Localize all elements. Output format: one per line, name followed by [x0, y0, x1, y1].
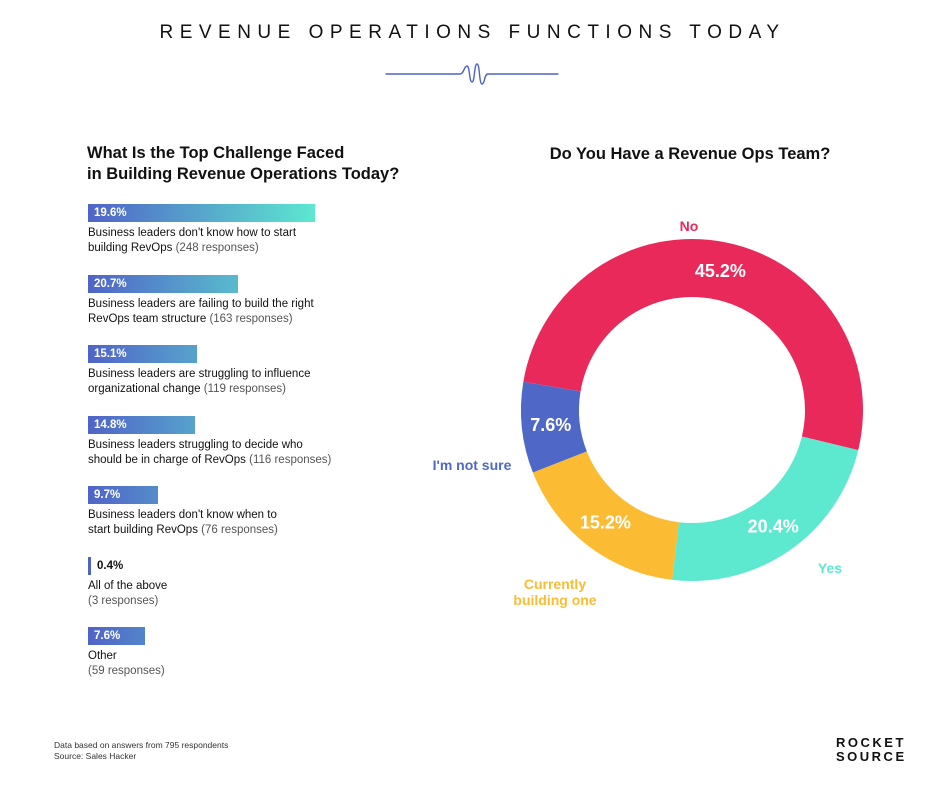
donut-slice-name: I'm not sure [433, 457, 512, 473]
bar-value-label: 20.7% [94, 277, 127, 290]
bar-chart-title-line: in Building Revenue Operations Today? [87, 165, 400, 183]
bar-responses: (76 responses) [201, 524, 278, 536]
bar-description-text: Other [88, 650, 117, 662]
bar-description-text: Business leaders are struggling to influ… [88, 368, 311, 380]
donut-slice-name: Yes [818, 560, 842, 576]
bar: 9.7% [88, 486, 158, 504]
rocket-source-logo: ROCKET SOURCE [836, 736, 907, 764]
bar-description-text: should be in charge of RevOps [88, 453, 246, 466]
donut-slice-value-label: 20.4% [748, 517, 799, 537]
bar-description: Business leaders don't know when to start… [88, 508, 348, 538]
bar-description-text: Business leaders don't know when to [88, 509, 277, 521]
bar-description: Other (59 responses) [88, 649, 348, 679]
bar-item: 0.4% All of the above (3 responses) [88, 556, 488, 609]
footnote-source: Source: Sales Hacker [54, 751, 137, 761]
bar-responses: (59 responses) [88, 665, 165, 677]
page-title: REVENUE OPERATIONS FUNCTIONS TODAY [159, 22, 786, 43]
footnote-respondents: Data based on answers from 795 responden… [54, 740, 229, 750]
bar-responses: (116 responses) [249, 453, 332, 466]
bar: 14.8% [88, 415, 195, 434]
bar-description-text: building RevOps [88, 242, 173, 254]
bar-value-label: 14.8% [94, 418, 127, 431]
bar: 19.6% [88, 204, 315, 222]
bar-item: 19.6% Business leaders don't know how to … [88, 204, 488, 256]
bar-description-text: Business leaders don't know how to start [88, 227, 297, 239]
bar-description-text: start building RevOps [88, 524, 198, 536]
bar-value-label: 7.6% [94, 630, 121, 642]
bar: 7.6% [88, 627, 145, 645]
bar-description: Business leaders struggling to decide wh… [88, 438, 348, 468]
bar-chart-title: What Is the Top Challenge Faced in Build… [87, 143, 447, 185]
wave-divider [385, 63, 559, 85]
bar-description: Business leaders are failing to build th… [88, 297, 348, 327]
donut-slice-name: building one [513, 592, 596, 608]
bar [88, 556, 91, 575]
bar-responses: (3 responses) [88, 594, 159, 607]
donut-slice [672, 436, 859, 581]
donut-slice-value-label: 45.2% [695, 261, 746, 281]
bar-item: 15.1% Business leaders are struggling to … [88, 345, 488, 397]
bar-item: 14.8% Business leaders struggling to deci… [88, 415, 488, 468]
pie-chart-title: Do You Have a Revenue Ops Team? [549, 145, 831, 163]
logo-line: SOURCE [836, 749, 907, 764]
donut-slice [521, 381, 587, 473]
bar-item: 7.6% Other (59 responses) [88, 627, 488, 679]
bar-value-label: 9.7% [94, 489, 121, 501]
bar-description-text: Business leaders struggling to decide wh… [88, 438, 303, 451]
bar-responses: (248 responses) [175, 242, 259, 254]
bar: 20.7% [88, 274, 238, 293]
bar-description: All of the above (3 responses) [88, 579, 348, 609]
bar-description-text: Business leaders are failing to build th… [88, 297, 314, 310]
bar-responses: (163 responses) [209, 312, 293, 325]
donut-slice-value-label: 7.6% [530, 415, 571, 435]
bar-value-label: 19.6% [94, 207, 127, 219]
bar-item: 9.7% Business leaders don't know when to s… [88, 486, 488, 538]
bar: 15.1% [88, 345, 197, 363]
bar-description: Business leaders are struggling to influ… [88, 367, 348, 397]
donut-slice [523, 239, 863, 451]
bar-responses: (119 responses) [203, 383, 286, 395]
donut-slice-value-label: 15.2% [580, 513, 631, 533]
bar-description-text: All of the above [88, 579, 168, 592]
bar-item: 20.7% Business leaders are failing to bui… [88, 274, 488, 327]
footnote: Data based on answers from 795 responden… [54, 740, 228, 762]
donut-slice-name: Currently [524, 576, 586, 592]
bar-value-label: 15.1% [94, 348, 127, 360]
donut-slice [532, 451, 679, 580]
bar-description-text: RevOps team structure [88, 312, 207, 325]
bar-description: Business leaders don't know how to start… [88, 226, 348, 256]
donut-slice-name: No [680, 218, 699, 234]
bar-description-text: organizational change [88, 383, 201, 395]
bar-chart-title-line: What Is the Top Challenge Faced [87, 144, 345, 162]
bar-value-label: 0.4% [97, 559, 124, 572]
logo-line: ROCKET [836, 735, 906, 750]
